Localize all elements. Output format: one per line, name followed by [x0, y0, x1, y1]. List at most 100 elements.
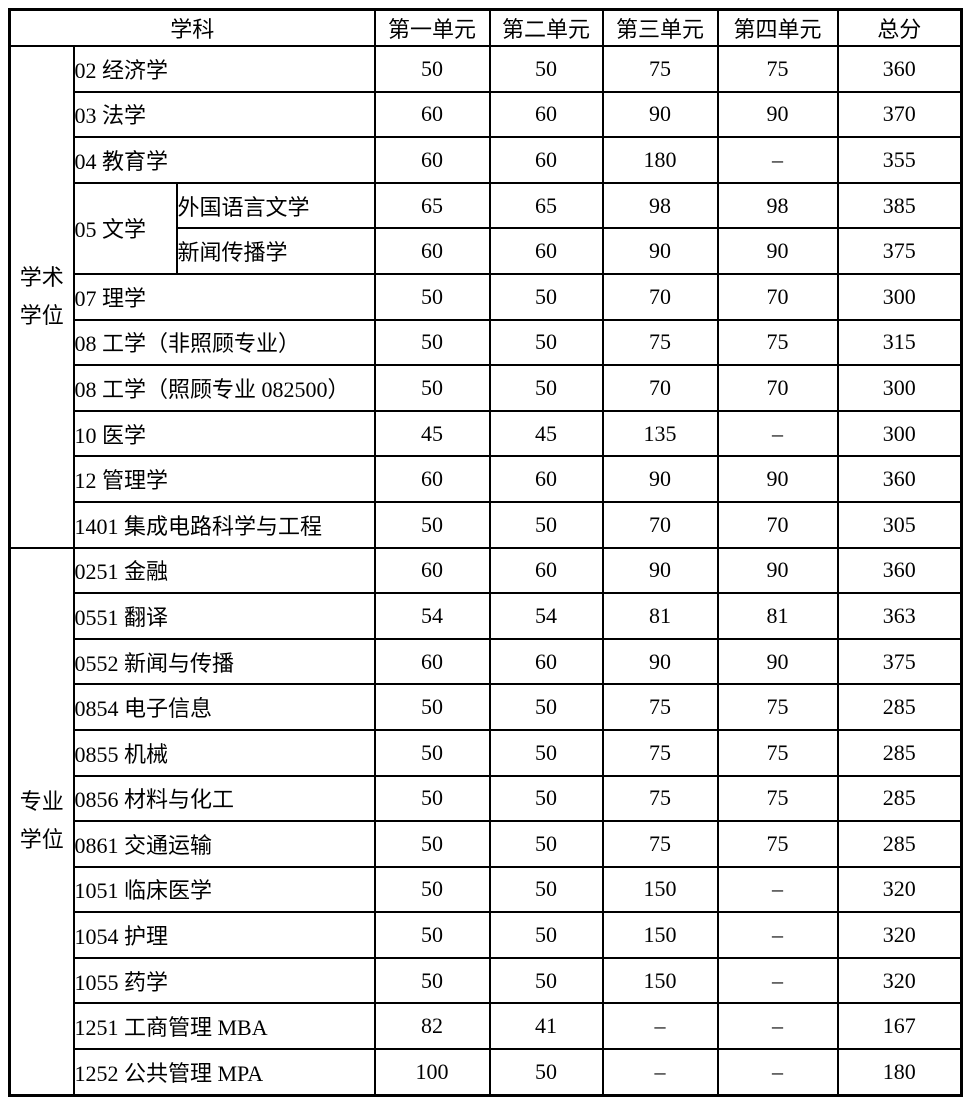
score-cell: 90 — [716, 455, 839, 503]
score-cell: 50 — [373, 774, 491, 823]
score-cell: 54 — [488, 592, 604, 640]
table-row: 0551 翻译 54 54 81 81 363 — [10, 592, 963, 640]
subject-cell: 04 教育学 — [72, 136, 376, 184]
total-cell: 285 — [836, 728, 963, 777]
table-row: 学术学位 02 经济学 50 50 75 75 360 — [8, 45, 963, 549]
score-cell: 60 — [488, 136, 604, 184]
score-cell: 50 — [373, 500, 491, 549]
subject-cell: 1055 药学 — [72, 956, 376, 1005]
table-row: 07 理学 50 50 70 70 300 — [10, 272, 963, 321]
score-cell: 50 — [488, 820, 604, 868]
score-cell: 65 — [488, 181, 604, 230]
score-cell: 75 — [601, 45, 719, 93]
score-cell: 60 — [488, 546, 604, 595]
total-cell: 360 — [836, 45, 963, 93]
score-cell: 82 — [373, 1002, 491, 1051]
score-cell: 60 — [373, 227, 491, 275]
score-cell: 75 — [601, 728, 719, 777]
table-row: 10 医学 45 45 135 – 300 — [10, 409, 963, 458]
table-row: 12 管理学 60 60 90 90 360 — [10, 455, 963, 503]
score-cell: 70 — [601, 500, 719, 549]
score-cell: 65 — [373, 181, 491, 230]
total-cell: 385 — [836, 181, 963, 230]
score-cell: 135 — [601, 409, 719, 458]
table-row: 08 工学（照顾专业 082500） 50 50 70 70 300 — [10, 364, 963, 412]
table-row: 专业学位 0251 金融 60 60 90 90 360 — [8, 546, 963, 1097]
total-cell: 375 — [836, 227, 963, 275]
score-cell: 100 — [373, 1048, 491, 1097]
table-row: 0855 机械 50 50 75 75 285 — [10, 728, 963, 777]
score-cell: 90 — [716, 637, 839, 686]
score-cell: 60 — [373, 546, 491, 595]
header-cell-unit3: 第三单元 — [601, 8, 719, 47]
score-cell: 90 — [601, 546, 719, 595]
group-label: 学术学位 — [19, 264, 64, 328]
table-row: 新闻传播学 60 60 90 90 375 — [10, 227, 963, 275]
score-cell: 60 — [488, 90, 604, 139]
subject-cell: 08 工学（照顾专业 082500） — [72, 364, 376, 412]
header-cell-unit1: 第一单元 — [373, 8, 491, 47]
score-cell: 70 — [716, 364, 839, 412]
score-cell: 50 — [488, 865, 604, 914]
total-cell: 285 — [836, 774, 963, 823]
total-cell: 300 — [836, 409, 963, 458]
subject-cell: 0551 翻译 — [72, 592, 376, 640]
subject-cell: 外国语言文学 — [175, 181, 376, 230]
score-cell: 90 — [716, 227, 839, 275]
score-cell: 75 — [601, 774, 719, 823]
subject-cell: 0855 机械 — [72, 728, 376, 777]
table-row: 05 文学 外国语言文学 65 65 98 98 385 — [10, 181, 963, 275]
score-cell: 150 — [601, 911, 719, 959]
score-cell: 50 — [488, 364, 604, 412]
score-cell: 75 — [716, 820, 839, 868]
table-row: 1051 临床医学 50 50 150 – 320 — [10, 865, 963, 914]
subject-cell: 1252 公共管理 MPA — [72, 1048, 376, 1097]
score-cell: 60 — [373, 455, 491, 503]
table-row: 0854 电子信息 50 50 75 75 285 — [10, 683, 963, 731]
score-cell: – — [601, 1002, 719, 1051]
subject-cell: 0854 电子信息 — [72, 683, 376, 731]
score-cell: 60 — [488, 637, 604, 686]
subject-cell: 0856 材料与化工 — [72, 774, 376, 823]
subject-cell: 0251 金融 — [72, 546, 376, 595]
total-cell: 355 — [836, 136, 963, 184]
score-cell: 60 — [488, 227, 604, 275]
subject-cell: 02 经济学 — [72, 45, 376, 93]
score-cell: 50 — [488, 500, 604, 549]
score-cell: 180 — [601, 136, 719, 184]
score-table: 学科 第一单元 第二单元 第三单元 第四单元 总分 学术学位 02 经济学 50… — [8, 8, 964, 1097]
score-cell: 45 — [373, 409, 491, 458]
score-cell: 45 — [488, 409, 604, 458]
score-cell: – — [601, 1048, 719, 1097]
score-cell: 90 — [716, 90, 839, 139]
score-cell: 50 — [373, 272, 491, 321]
score-cell: 54 — [373, 592, 491, 640]
score-cell: 50 — [373, 728, 491, 777]
total-cell: 360 — [836, 455, 963, 503]
subject-cell: 0552 新闻与传播 — [72, 637, 376, 686]
score-cell: 90 — [601, 637, 719, 686]
score-cell: 90 — [716, 546, 839, 595]
score-cell: 81 — [601, 592, 719, 640]
score-cell: 70 — [716, 272, 839, 321]
score-cell: – — [716, 409, 839, 458]
header-cell-total: 总分 — [836, 8, 963, 47]
score-cell: 75 — [601, 820, 719, 868]
subject-cell: 08 工学（非照顾专业） — [72, 318, 376, 367]
score-cell: – — [716, 956, 839, 1005]
score-cell: 70 — [716, 500, 839, 549]
subject-cell: 1401 集成电路科学与工程 — [72, 500, 376, 549]
score-cell: 50 — [373, 683, 491, 731]
score-cell: 60 — [488, 455, 604, 503]
total-cell: 285 — [836, 683, 963, 731]
score-cell: 90 — [601, 90, 719, 139]
total-cell: 320 — [836, 956, 963, 1005]
score-cell: 50 — [373, 318, 491, 367]
score-cell: 81 — [716, 592, 839, 640]
subject-cell: 1054 护理 — [72, 911, 376, 959]
total-cell: 370 — [836, 90, 963, 139]
score-cell: – — [716, 911, 839, 959]
header-cell-subject: 学科 — [8, 8, 376, 47]
score-cell: 60 — [373, 637, 491, 686]
score-cell: 75 — [716, 728, 839, 777]
